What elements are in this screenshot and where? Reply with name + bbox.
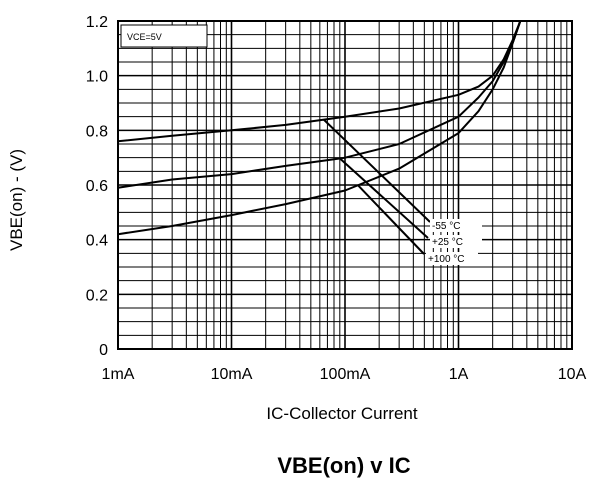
x-tick-labels: 1mA 10mA 100mA 1A 10A (102, 366, 587, 383)
plot-frame (117, 20, 573, 350)
condition-label: VCE=5V (127, 32, 162, 42)
x-tick-label: 10A (558, 366, 587, 383)
series-line (117, 20, 522, 236)
series-layer (117, 20, 522, 236)
x-axis-label: IC-Collector Current (266, 404, 417, 423)
chart-title: VBE(on) v IC (277, 453, 410, 478)
legend-label-bg (430, 219, 482, 232)
legend-pointer-line (357, 184, 425, 255)
legend-label: +25 °C (432, 237, 463, 248)
legend-pointers (323, 118, 431, 255)
legend-label: +100 °C (428, 254, 465, 265)
x-tick-label: 1mA (102, 366, 135, 383)
legend-label-bg (426, 252, 478, 265)
legend-label: -55 °C (432, 221, 460, 232)
condition-box (120, 24, 208, 48)
x-tick-label: 100mA (320, 366, 371, 383)
y-tick-label: 0.2 (86, 287, 108, 304)
legend-pointer-line (339, 157, 429, 239)
y-tick-label: 1.0 (86, 69, 108, 86)
legend-pointer-line (323, 118, 431, 223)
y-tick-label: 1.2 (86, 14, 108, 31)
y-tick-label: 0.4 (86, 233, 108, 250)
y-tick-label: 0.8 (86, 123, 108, 140)
y-tick-label: 0.6 (86, 178, 108, 195)
y-tick-label: 0 (99, 342, 108, 359)
series-line (117, 20, 522, 143)
legend-label-bg (430, 235, 482, 248)
x-tick-label: 1A (449, 366, 469, 383)
y-tick-labels: 0 0.2 0.4 0.6 0.8 1.0 1.2 (86, 14, 108, 359)
y-axis-label: VBE(on) - (V) (7, 149, 26, 251)
x-tick-label: 10mA (211, 366, 253, 383)
series-line (117, 20, 522, 189)
legend: -55 °C +25 °C +100 °C (426, 219, 482, 265)
